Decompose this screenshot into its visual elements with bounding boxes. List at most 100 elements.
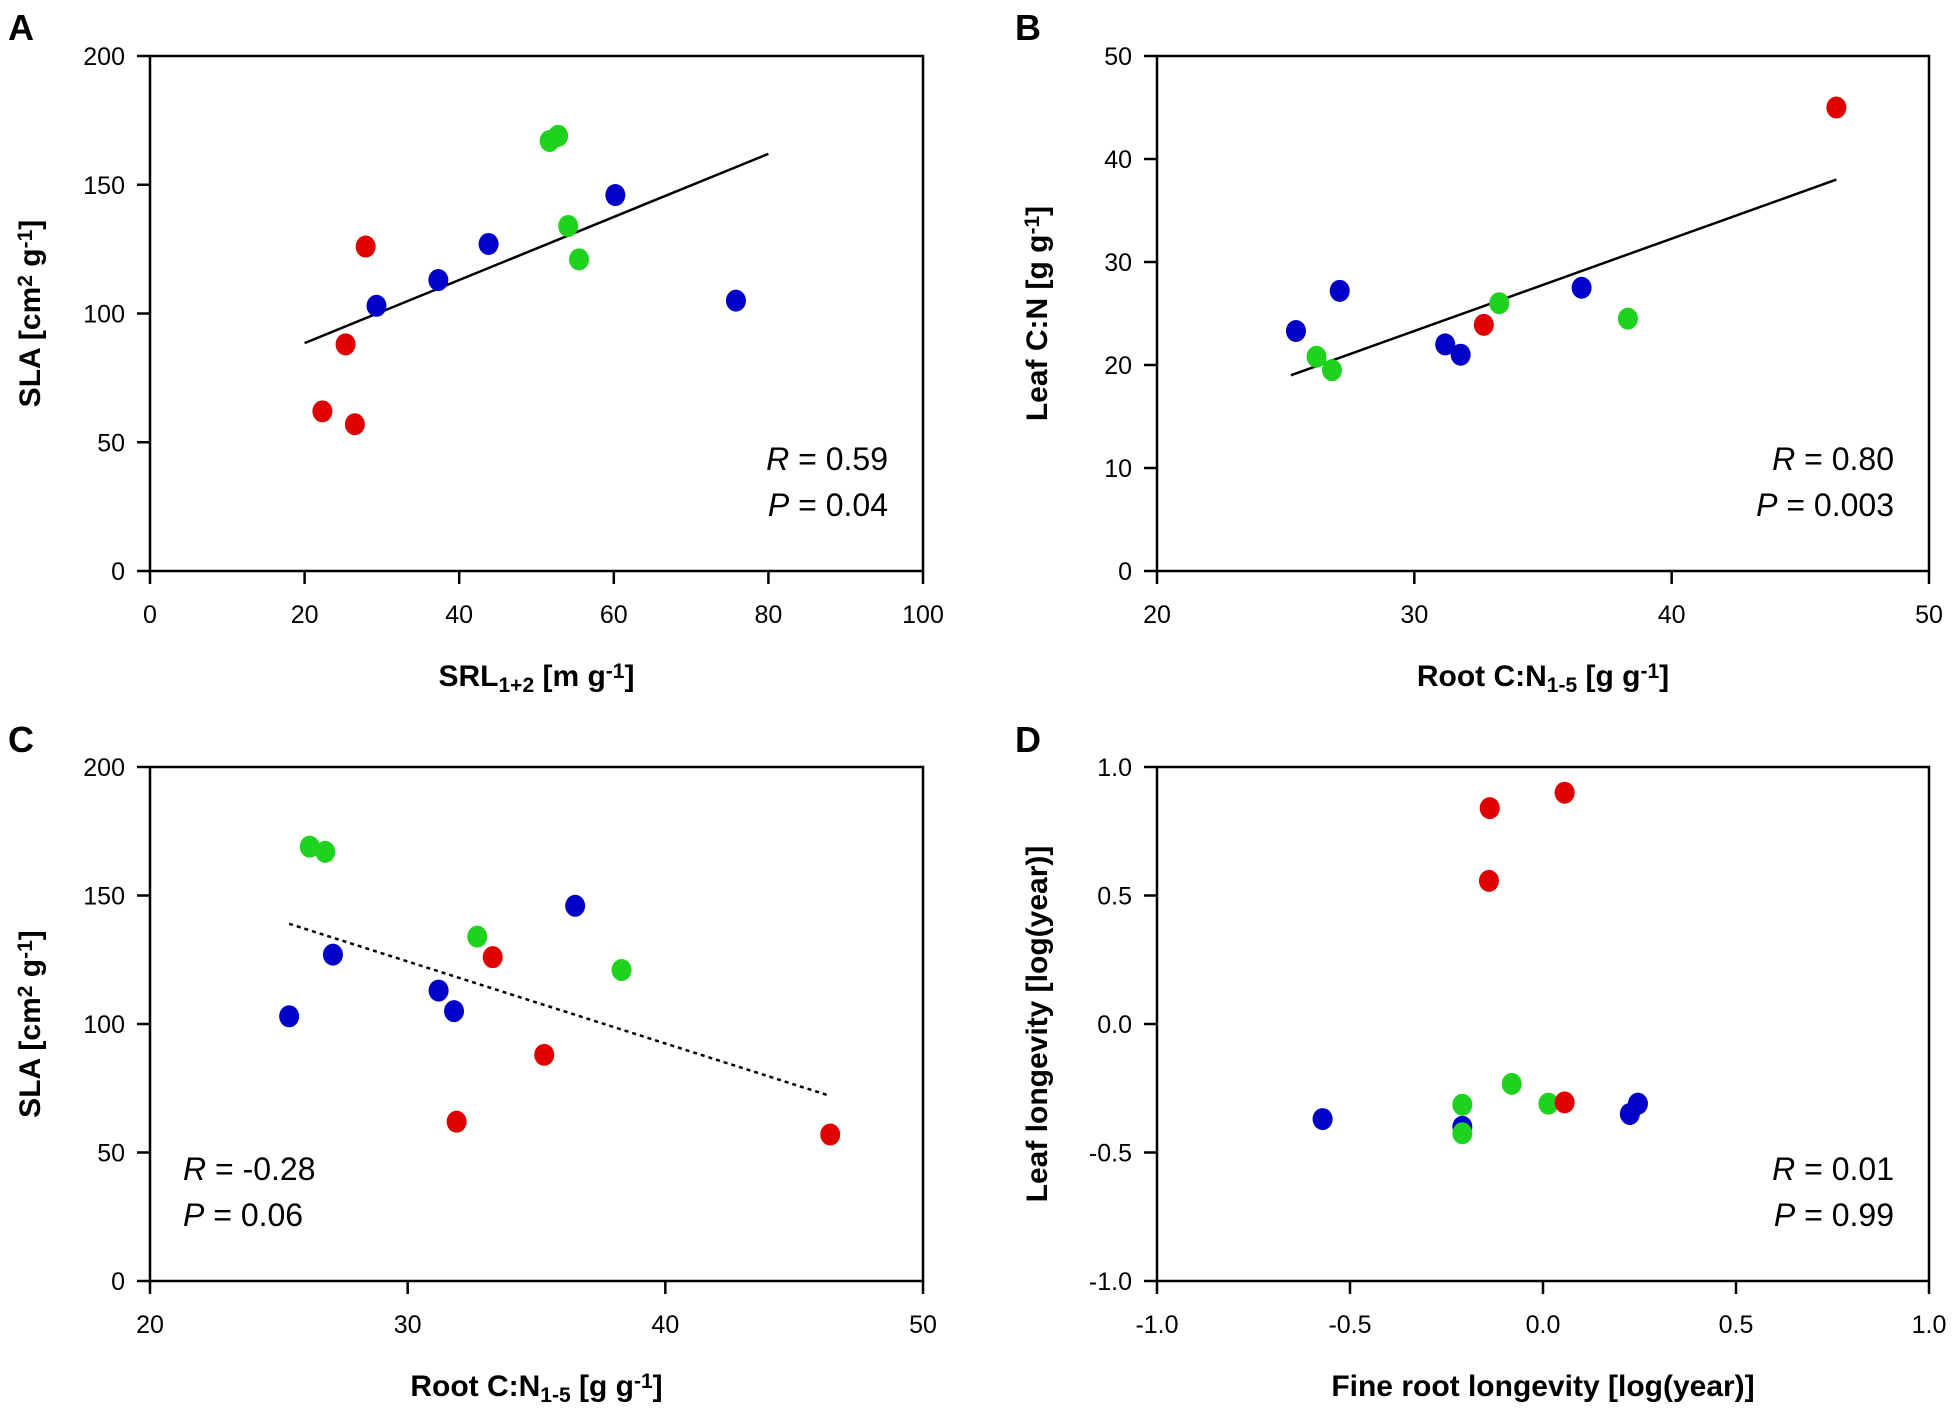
panel-letter: D (1015, 719, 1041, 760)
data-point-blue (1435, 333, 1456, 356)
y-axis-label: Leaf longevity [log(year)] (1021, 846, 1054, 1203)
y-tick-label: 50 (97, 429, 125, 457)
data-point-green (315, 840, 336, 863)
label-text: ] (653, 1370, 663, 1403)
data-point-blue (279, 1005, 300, 1028)
y-tick-label: 100 (83, 301, 125, 329)
data-point-blue (428, 269, 449, 292)
superscript: -1 (634, 1370, 653, 1393)
x-tick-label: 0.5 (1719, 1311, 1754, 1339)
y-tick-label: 30 (1104, 249, 1132, 277)
y-tick-label: 50 (97, 1140, 125, 1168)
x-tick-label: 0 (143, 601, 157, 629)
data-point-green (1617, 307, 1638, 330)
data-point-green (299, 835, 320, 858)
y-tick-label: 200 (83, 43, 125, 71)
data-point-green (569, 248, 590, 271)
y-tick-label: 150 (83, 172, 125, 200)
x-tick-label: 60 (600, 601, 628, 629)
superscript: -1 (1640, 660, 1659, 683)
data-point-red (534, 1043, 555, 1066)
subscript: 1+2 (499, 674, 535, 697)
data-point-red (1473, 313, 1494, 336)
stat-p-symbol: P (1756, 487, 1778, 523)
label-text: [g g (1577, 660, 1640, 693)
y-tick-label: 20 (1104, 352, 1132, 380)
x-tick-label: 20 (291, 601, 319, 629)
data-point-red (355, 235, 376, 258)
label-text: Leaf longevity [log(year)] (1021, 846, 1054, 1203)
data-point-red (1826, 96, 1847, 119)
y-tick-label: 0.5 (1097, 883, 1132, 911)
stat-r-value: = 0.01 (1795, 1151, 1894, 1187)
y-tick-label: 40 (1104, 146, 1132, 174)
panel-letter: B (1015, 7, 1041, 48)
x-tick-label: 20 (136, 1311, 164, 1339)
label-text: Root C:N (1417, 660, 1547, 693)
x-tick-label: 30 (1400, 601, 1428, 629)
x-tick-label: -0.5 (1328, 1311, 1371, 1339)
subscript: 1-5 (1547, 674, 1578, 697)
y-tick-label: 0.0 (1097, 1011, 1132, 1039)
superscript: 2 (14, 275, 37, 287)
y-axis-label: SLA [cm2 g-1] (14, 220, 47, 408)
data-point-red (1478, 869, 1499, 892)
data-point-blue (366, 294, 387, 317)
x-tick-label: 0.0 (1526, 1311, 1561, 1339)
label-text: Leaf C:N [g g (1021, 235, 1054, 422)
y-tick-label: 10 (1104, 455, 1132, 483)
data-point-green (1452, 1122, 1473, 1145)
panel-d: D -1.0 -0.5 0.0 0.5 1.0 -1.0 -0.5 0.0 0.5 1.0 Fine … (1015, 719, 1946, 1403)
panel-letter: A (8, 7, 34, 48)
label-text: SLA [cm (14, 287, 47, 408)
stat-r-symbol: R (183, 1151, 206, 1187)
data-point-blue (565, 894, 586, 917)
superscript: -1 (14, 229, 37, 248)
x-tick-label: 20 (1143, 601, 1171, 629)
superscript: -1 (606, 660, 625, 683)
label-text: ] (624, 660, 634, 693)
stat-p-symbol: P (183, 1197, 205, 1233)
stat-r-value: = 0.80 (1795, 441, 1894, 477)
superscript: -1 (14, 940, 37, 959)
stat-p-symbol: P (768, 487, 790, 523)
x-tick-label: 40 (651, 1311, 679, 1339)
x-tick-label: 50 (909, 1311, 937, 1339)
x-axis-label: Root C:N1-5 [g g-1] (1417, 660, 1669, 698)
data-point-blue (1627, 1092, 1648, 1115)
data-point-blue (428, 979, 449, 1002)
stat-p-value: = 0.04 (789, 487, 888, 523)
plot-frame (1155, 54, 1931, 573)
superscript: -1 (1021, 216, 1044, 235)
label-text: [m g (534, 660, 606, 693)
stat-r-value: = 0.59 (789, 441, 888, 477)
data-point-green (1501, 1072, 1522, 1095)
data-point-blue (478, 232, 499, 255)
y-axis-label: Leaf C:N [g g-1] (1021, 206, 1054, 421)
data-point-green (1321, 359, 1342, 382)
x-axis-label: Root C:N1-5 [g g-1] (410, 1370, 662, 1408)
label-text: SLA [cm (14, 997, 47, 1118)
data-point-green (1452, 1093, 1473, 1116)
x-tick-label: 100 (902, 601, 944, 629)
data-point-red (446, 1110, 467, 1133)
stat-r-symbol: R (1772, 1151, 1795, 1187)
label-text: g (14, 959, 47, 986)
data-point-blue (1312, 1108, 1333, 1131)
data-point-green (1306, 345, 1327, 368)
data-point-green (1538, 1092, 1559, 1115)
label-text: Fine root longevity [log(year)] (1331, 1370, 1754, 1403)
data-point-green (1489, 292, 1510, 315)
x-tick-label: 50 (1915, 601, 1943, 629)
data-point-green (548, 124, 569, 147)
data-point-red (1554, 1091, 1575, 1114)
label-text: [g g (571, 1370, 634, 1403)
y-tick-label: -0.5 (1089, 1140, 1132, 1168)
y-tick-label: 200 (83, 754, 125, 782)
y-tick-label: 0 (111, 558, 125, 586)
label-text: ] (14, 930, 47, 940)
y-tick-label: 1.0 (1097, 754, 1132, 782)
stat-p-value: = 0.003 (1777, 487, 1894, 523)
